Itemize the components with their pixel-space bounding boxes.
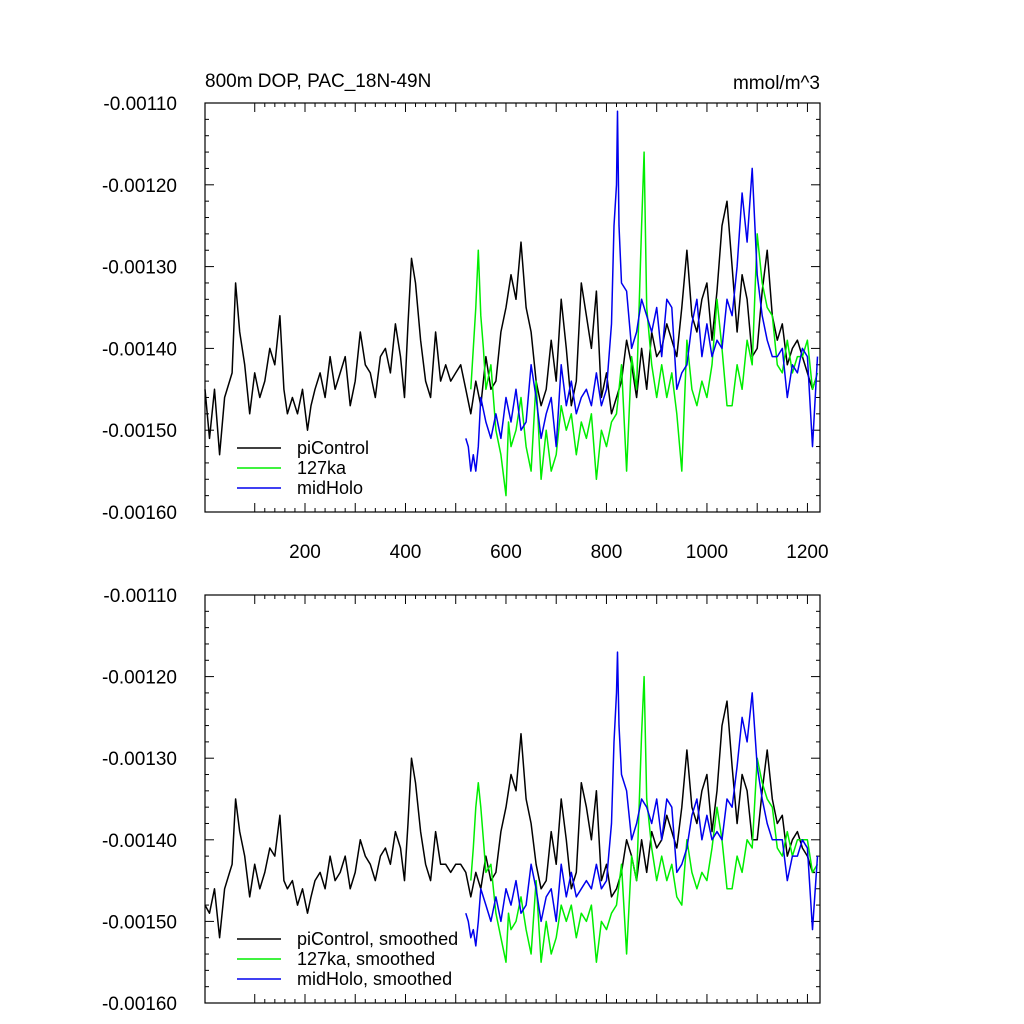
x-tick-label: 1000 xyxy=(686,542,728,563)
x-tick-label: 1200 xyxy=(786,542,828,563)
y-tick-label: -0.00140 xyxy=(102,339,177,360)
y-tick-label: -0.00140 xyxy=(102,831,177,852)
x-tick-label: 200 xyxy=(289,542,321,563)
y-tick-label: -0.00160 xyxy=(102,994,177,1015)
y-tick-label: -0.00120 xyxy=(102,176,177,197)
y-tick-label: -0.00150 xyxy=(102,421,177,442)
x-tick-label: 600 xyxy=(490,542,522,563)
y-tick-label: -0.00150 xyxy=(102,912,177,933)
series-line-midholo xyxy=(465,651,819,947)
units-label: mmol/m^3 xyxy=(733,73,820,94)
legend-label: midHolo, smoothed xyxy=(297,969,452,989)
x-tick-label: 800 xyxy=(591,542,623,563)
y-tick-label: -0.00160 xyxy=(102,503,177,524)
y-tick-label: -0.00130 xyxy=(102,258,177,279)
series-line-127ka xyxy=(470,151,819,497)
y-tick-label: -0.00110 xyxy=(103,94,177,115)
legend-label: midHolo xyxy=(297,478,363,498)
legend-label: piControl xyxy=(297,438,369,458)
series-line-picontrol xyxy=(204,200,816,456)
legend-label: 127ka xyxy=(297,458,347,478)
chart-title: 800m DOP, PAC_18N-49N xyxy=(205,71,431,92)
panel-2: -0.00110 -0.00120 -0.00130 -0.00140 -0.00150… xyxy=(102,586,821,1015)
y-tick-label: -0.00120 xyxy=(102,668,177,689)
series-line-picontrol xyxy=(204,700,815,939)
y-tick-label: -0.00130 xyxy=(102,749,177,770)
y-tick-label: -0.00110 xyxy=(103,586,177,607)
series-line-127ka xyxy=(470,675,819,963)
legend-label: piControl, smoothed xyxy=(297,929,458,949)
x-tick-label: 400 xyxy=(390,542,422,563)
plot-frame xyxy=(204,594,821,1004)
plot-frame xyxy=(204,102,821,513)
panel-1: -0.00110 -0.00120 -0.00130 -0.00140 -0.00150… xyxy=(102,71,829,563)
legend-label: 127ka, smoothed xyxy=(297,949,435,969)
series-line-midholo xyxy=(465,110,819,472)
